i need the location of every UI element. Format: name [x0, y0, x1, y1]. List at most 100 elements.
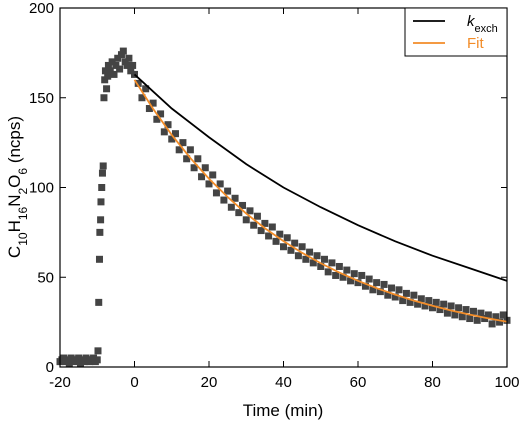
y-label-part: O	[5, 175, 24, 188]
data-point	[440, 300, 448, 308]
data-point	[499, 311, 507, 319]
data-point	[65, 359, 73, 367]
data-point	[253, 212, 261, 220]
data-point	[149, 99, 157, 107]
y-label-part: N	[5, 195, 24, 207]
data-point	[302, 255, 310, 263]
data-point	[395, 286, 403, 294]
data-point	[317, 262, 325, 270]
data-point	[324, 268, 332, 276]
data-point	[101, 67, 109, 75]
data-point	[134, 79, 142, 87]
data-point	[250, 221, 258, 229]
x-tick-label: 20	[201, 374, 218, 391]
y-tick-label: 0	[46, 359, 54, 376]
x-tick-label: 100	[494, 374, 519, 391]
data-point	[75, 354, 83, 362]
data-point	[164, 121, 172, 129]
data-point	[432, 298, 440, 306]
data-point	[235, 209, 243, 217]
data-point	[201, 164, 209, 172]
data-point	[101, 76, 109, 84]
legend-name: Fit	[467, 35, 484, 52]
data-point	[466, 315, 474, 323]
data-point	[350, 270, 358, 278]
data-point	[153, 115, 161, 123]
y-label-part: C	[5, 246, 24, 258]
data-point	[95, 255, 103, 263]
data-point	[287, 246, 295, 254]
data-point	[496, 318, 504, 326]
data-point	[481, 315, 489, 323]
y-tick-label: 200	[29, 0, 54, 17]
data-point	[320, 255, 328, 263]
data-point	[265, 232, 273, 240]
data-point	[108, 58, 116, 66]
legend-box	[404, 7, 508, 57]
data-point	[227, 203, 235, 211]
data-point	[186, 146, 194, 154]
data-point	[220, 196, 228, 204]
data-point	[328, 259, 336, 267]
data-point	[97, 216, 105, 224]
data-point	[90, 354, 98, 362]
x-tick-label: 80	[424, 374, 441, 391]
y-label-part: 16	[16, 206, 30, 220]
data-point	[276, 230, 284, 238]
data-point	[116, 65, 124, 73]
data-point	[97, 198, 105, 206]
data-point	[96, 228, 104, 236]
y-label-part: (ncps)	[5, 116, 24, 168]
data-point	[94, 347, 102, 355]
data-point	[380, 280, 388, 288]
data-point	[488, 320, 496, 328]
data-point	[112, 61, 120, 69]
data-point	[63, 356, 71, 364]
data-point	[114, 54, 122, 62]
data-point	[98, 184, 106, 191]
y-label-part: 6	[16, 168, 30, 175]
data-point	[104, 61, 112, 69]
data-point	[354, 279, 362, 287]
data-point	[429, 304, 436, 312]
data-point	[399, 297, 407, 305]
data-point	[110, 70, 118, 78]
data-point	[145, 105, 153, 113]
data-point	[414, 300, 422, 308]
data-point	[347, 277, 355, 285]
data-point	[280, 243, 287, 251]
data-point	[406, 298, 414, 306]
data-point	[313, 252, 321, 260]
data-point	[183, 155, 191, 163]
y-axis-label: C10H16N2O6 (ncps)	[5, 116, 30, 258]
series-line	[133, 79, 508, 323]
series-line	[133, 73, 508, 282]
data-point	[484, 311, 492, 319]
data-point	[402, 289, 410, 297]
data-point	[417, 295, 425, 303]
x-tick-label: 60	[350, 374, 367, 391]
y-tick-label: 50	[37, 269, 54, 286]
legend-label: Fit	[467, 35, 484, 52]
data-point	[190, 164, 198, 172]
data-point	[458, 313, 466, 321]
y-label-part: 2	[16, 188, 30, 195]
data-point	[294, 252, 302, 260]
data-point	[443, 309, 451, 317]
data-point	[198, 173, 206, 181]
data-point	[103, 85, 111, 93]
data-point	[469, 307, 477, 315]
data-point	[104, 72, 112, 80]
data-point	[224, 187, 232, 195]
data-point	[168, 135, 176, 143]
data-point	[239, 201, 247, 209]
data-point	[80, 358, 88, 366]
x-tick-label: -20	[49, 374, 71, 391]
data-point	[127, 67, 135, 75]
data-point	[257, 227, 265, 235]
data-point	[410, 291, 418, 299]
data-point	[343, 266, 351, 274]
data-point	[175, 146, 183, 154]
data-point	[99, 162, 107, 170]
data-point	[369, 286, 377, 294]
